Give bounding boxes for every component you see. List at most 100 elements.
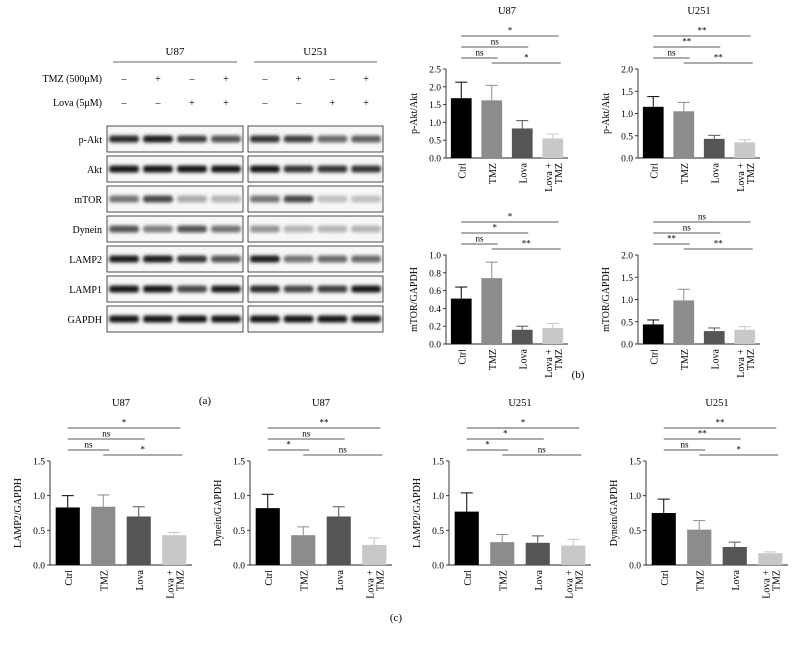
blot-band (109, 225, 139, 233)
category-label: TMZ (680, 163, 691, 184)
category-label-line: TMZ (771, 570, 782, 591)
y-tick-label: 0.5 (432, 527, 444, 537)
significance-label: ns (538, 445, 547, 455)
y-tick-label: 1.5 (429, 101, 441, 111)
blot-band (317, 195, 348, 203)
blot-band (351, 135, 382, 143)
treatment-mark: + (155, 74, 161, 85)
blot-band (211, 195, 241, 203)
western-blot-panel: U87 U251 TMZ (500μM) – + – + – + – + Lova (5μM) – – + +… (42, 46, 384, 333)
blot-band (211, 225, 241, 233)
bar-tmz (673, 300, 695, 344)
blot-band (177, 255, 207, 263)
blot-band (143, 165, 173, 173)
significance-label: * (141, 445, 146, 455)
blot-band (211, 315, 241, 323)
y-axis-label: mTOR/GAPDH (601, 267, 612, 332)
bar-lova (722, 546, 747, 565)
panel-label-b: (b) (572, 369, 585, 381)
treatment-mark: – (295, 98, 302, 109)
blot-band (283, 225, 314, 233)
y-tick-label: 2.0 (429, 83, 441, 93)
bar-lova-tmz (162, 535, 187, 565)
blot-band (249, 255, 280, 263)
significance-label: * (508, 26, 513, 36)
category-label-line: Lova + (544, 163, 555, 192)
significance-label: ** (320, 418, 330, 428)
treatment-mark: – (121, 98, 128, 109)
significance-label: * (737, 445, 742, 455)
blot-band (177, 285, 207, 293)
y-tick-label: 1.0 (432, 492, 444, 502)
significance-label: ** (714, 53, 724, 63)
y-axis-label: Dynein/GAPDH (213, 480, 224, 547)
chart-6: U251 0.0 0.5 1.0 1.5 LAMP2/GAPDH Ctrl TMZ Lova Lo… (412, 398, 591, 599)
blot-band (351, 315, 382, 323)
category-label-line: TMZ (746, 163, 757, 184)
y-tick-label: 1.0 (429, 119, 441, 129)
category-label: Ctrl (463, 570, 474, 586)
blot-band (143, 225, 173, 233)
blot-band (177, 225, 207, 233)
bar-tmz (687, 529, 712, 565)
significance-label: * (286, 440, 291, 450)
chart-title: U87 (112, 398, 130, 409)
panel-label-a: (a) (199, 395, 212, 407)
y-tick-label: 1.0 (429, 252, 441, 262)
blot-band (109, 135, 139, 143)
category-label: TMZ (299, 570, 310, 591)
y-tick-label: 1.5 (432, 458, 444, 468)
y-axis-label: mTOR/GAPDH (409, 267, 420, 332)
treatment-mark: + (363, 74, 369, 85)
y-tick-label: 0.0 (629, 562, 641, 572)
y-tick-label: 0.5 (621, 132, 633, 142)
category-label: Lova +TMZ (736, 349, 757, 378)
category-label: TMZ (488, 163, 499, 184)
blot-band (211, 135, 241, 143)
category-label: Ctrl (660, 570, 671, 586)
category-label-line: Lova + (564, 570, 575, 599)
chart-2: 0.0 0.2 0.4 0.6 0.8 1.0 mTOR/GAPDH Ctrl TMZ Lova L… (409, 212, 568, 378)
significance-label: * (503, 429, 508, 439)
blot-band (283, 255, 314, 263)
bar-ctrl (255, 508, 280, 565)
category-label: Lova +TMZ (736, 163, 757, 192)
bar-lova-tmz (758, 553, 783, 565)
group-label-u251: U251 (303, 46, 327, 58)
significance-label: ns (698, 212, 707, 222)
band-label-lamp1: LAMP1 (69, 285, 102, 296)
category-label: Lova (135, 569, 146, 590)
blot-band (249, 225, 280, 233)
y-tick-label: 0.5 (233, 527, 245, 537)
group-label-u87: U87 (166, 46, 185, 58)
bar-tmz (91, 506, 116, 565)
treatment-mark: – (189, 74, 196, 85)
category-label-line: Lova + (736, 349, 747, 378)
y-tick-label: 0.0 (621, 341, 633, 351)
category-label-line: TMZ (554, 349, 565, 370)
treatment-mark: – (261, 98, 268, 109)
blot-band (283, 285, 314, 293)
category-label: Ctrl (649, 163, 660, 179)
blot-band (283, 135, 314, 143)
blot-band (283, 165, 314, 173)
chart-title: U87 (312, 398, 330, 409)
blot-band (317, 285, 348, 293)
significance-label: ns (84, 440, 93, 450)
bar-lova-tmz (561, 545, 586, 565)
band-label-p-akt: p-Akt (79, 135, 103, 146)
y-axis-label: p-Akt/Akt (409, 93, 420, 134)
chart-5: U87 0.0 0.5 1.0 1.5 Dynein/GAPDH Ctrl TMZ Lova Lo… (213, 398, 392, 599)
blot-band (351, 165, 382, 173)
blot-band (143, 255, 173, 263)
category-label: Lova (731, 569, 742, 590)
bar-tmz (481, 100, 503, 158)
y-tick-label: 1.5 (33, 458, 45, 468)
category-label-line: Lova + (736, 163, 747, 192)
chart-3: 0.0 0.5 1.0 1.5 2.0 mTOR/GAPDH Ctrl TMZ Lova Lova… (601, 212, 760, 378)
significance-label: ns (475, 234, 484, 244)
blot-band (283, 315, 314, 323)
